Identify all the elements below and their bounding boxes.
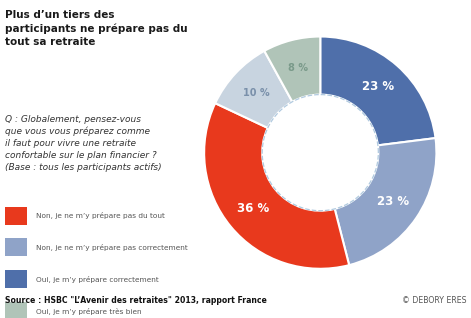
Text: © DEBORY ERES: © DEBORY ERES: [402, 296, 466, 305]
Text: 10 %: 10 %: [243, 88, 270, 98]
Text: 23 %: 23 %: [377, 196, 409, 208]
Text: 8 %: 8 %: [288, 63, 309, 73]
Text: 36 %: 36 %: [236, 202, 269, 215]
Text: Non, je ne m’y prépare pas du tout: Non, je ne m’y prépare pas du tout: [36, 212, 165, 219]
Wedge shape: [204, 103, 349, 269]
Text: Q : Globalement, pensez-vous
que vous vous préparez comme
il faut pour vivre une: Q : Globalement, pensez-vous que vous vo…: [5, 115, 162, 172]
Text: 23 %: 23 %: [362, 80, 394, 93]
Text: Oui, je m’y prépare correctement: Oui, je m’y prépare correctement: [36, 276, 159, 283]
FancyBboxPatch shape: [5, 238, 27, 256]
Wedge shape: [335, 138, 437, 265]
FancyBboxPatch shape: [5, 270, 27, 288]
Wedge shape: [264, 37, 320, 102]
Wedge shape: [215, 51, 292, 128]
Text: Oui, je m’y prépare très bien: Oui, je m’y prépare très bien: [36, 308, 142, 315]
Text: Plus d’un tiers des
participants ne prépare pas du
tout sa retraite: Plus d’un tiers des participants ne prép…: [5, 10, 187, 47]
Text: Source : HSBC "L’Avenir des retraites" 2013, rapport France: Source : HSBC "L’Avenir des retraites" 2…: [5, 296, 267, 305]
FancyBboxPatch shape: [5, 207, 27, 225]
Wedge shape: [320, 37, 436, 145]
Text: Non, je ne m’y prépare pas correctement: Non, je ne m’y prépare pas correctement: [36, 244, 188, 251]
FancyBboxPatch shape: [5, 302, 27, 318]
